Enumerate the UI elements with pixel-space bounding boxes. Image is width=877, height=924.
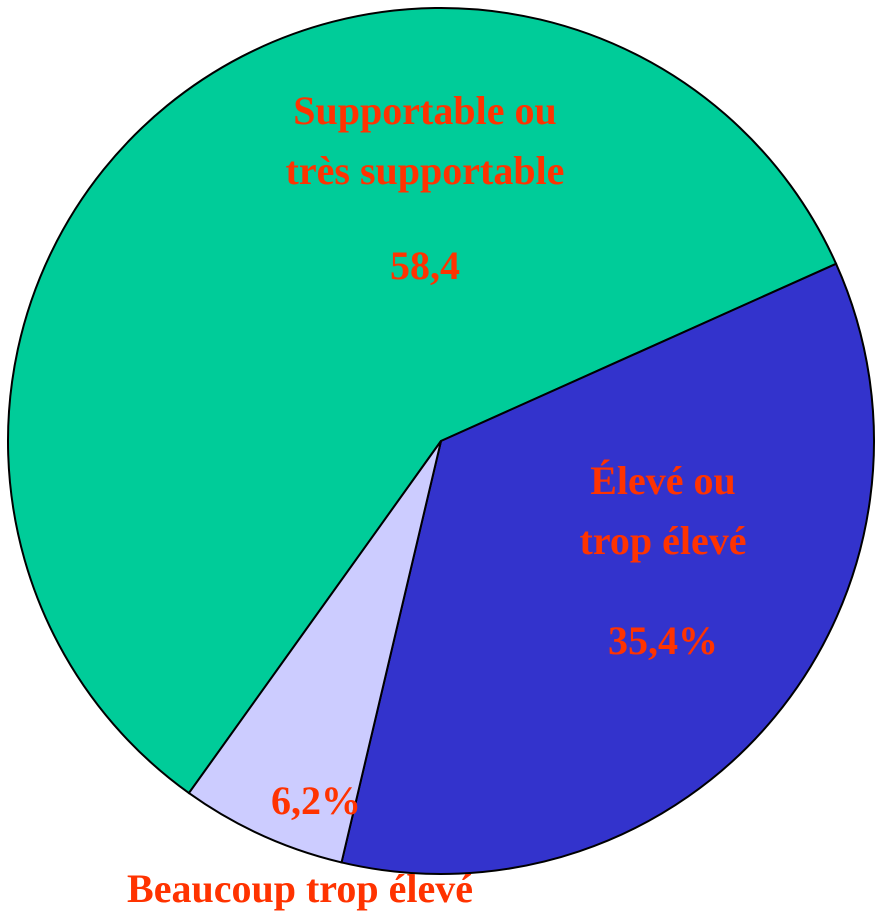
pie-slice	[340, 262, 875, 875]
value-label: 35,4%	[608, 618, 718, 663]
slice-label: Élevé ou trop élevé	[580, 458, 747, 563]
slice-label: Supportable ou très supportable	[286, 88, 565, 193]
value-label: 6,2%	[271, 778, 361, 823]
pie-slice	[7, 7, 838, 795]
pie-slice	[187, 440, 442, 864]
slice-label: Beaucoup trop élevé	[127, 866, 473, 911]
value-label: 58,4	[390, 243, 460, 288]
